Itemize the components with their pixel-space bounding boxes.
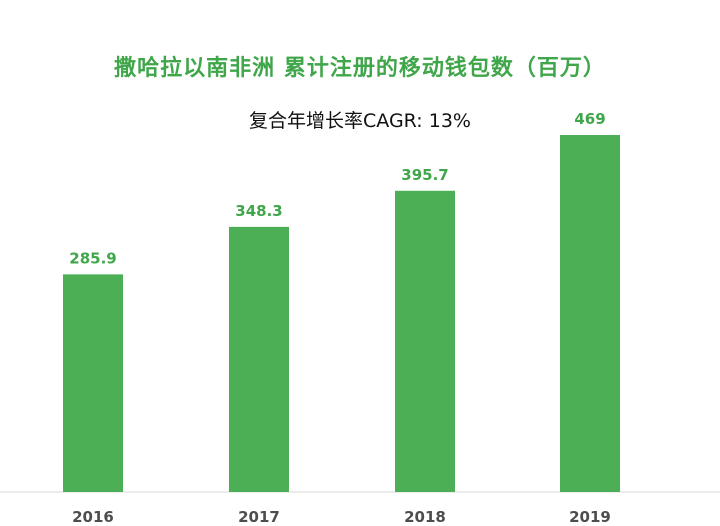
chart-title: 撒哈拉以南非洲 累计注册的移动钱包数（百万）: [114, 56, 606, 81]
x-tick-label-2016: 2016: [72, 508, 114, 526]
value-label-2018: 395.7: [401, 166, 448, 184]
x-tick-label-2017: 2017: [238, 508, 280, 526]
chart-subtitle: 复合年增长率CAGR: 13%: [249, 110, 471, 132]
value-label-2019: 469: [574, 110, 605, 128]
value-labels-group: 285.9 348.3 395.7 469: [69, 110, 605, 267]
x-tick-label-2018: 2018: [404, 508, 446, 526]
bar-2019: [560, 135, 620, 492]
value-label-2016: 285.9: [69, 249, 116, 267]
bar-2017: [229, 226, 289, 493]
bars-group: [63, 135, 620, 493]
bar-2016: [63, 274, 123, 492]
bar-2018: [395, 190, 455, 492]
x-tick-labels-group: 2016 2017 2018 2019: [72, 508, 611, 526]
value-label-2017: 348.3: [235, 202, 282, 220]
x-tick-label-2019: 2019: [569, 508, 611, 526]
